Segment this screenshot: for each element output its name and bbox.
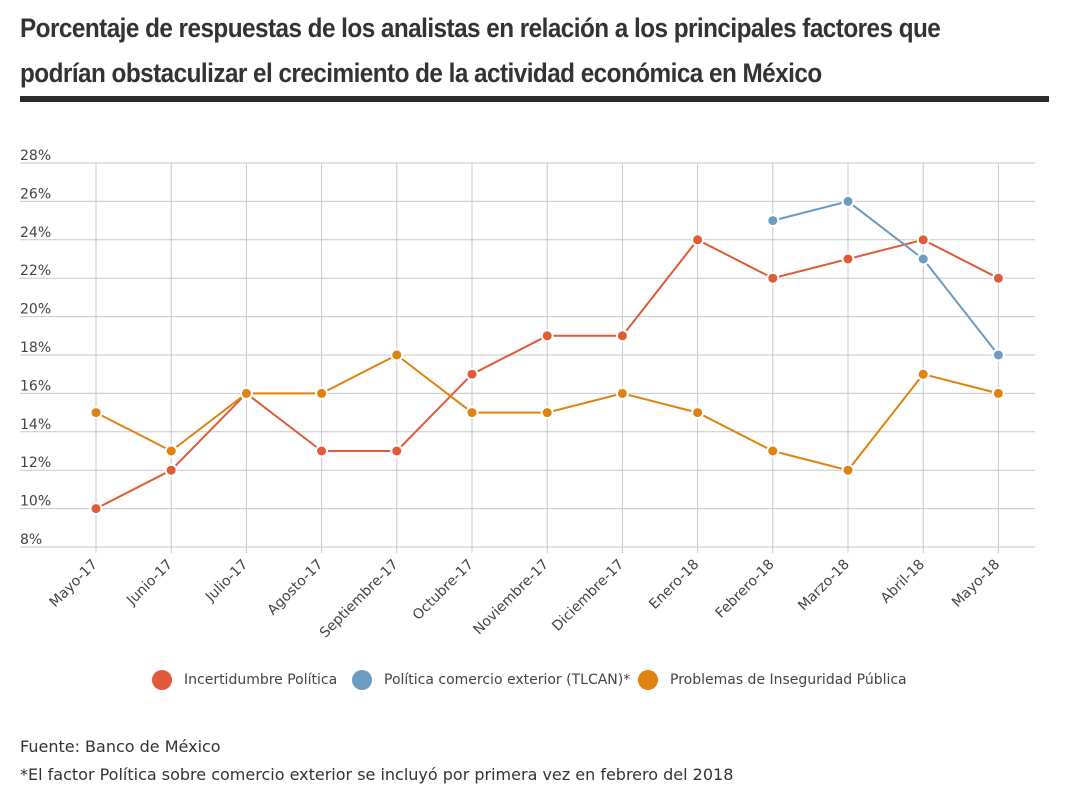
x-tick-label: Marzo-18 [795, 557, 853, 615]
y-tick-label: 26% [20, 186, 51, 202]
data-point [916, 252, 930, 266]
x-tick-label: Octubre-17 [410, 557, 477, 624]
x-tick-label: Mayo-18 [949, 557, 1003, 611]
legend-item-incertidumbre[interactable]: Incertidumbre Política [152, 670, 337, 690]
legend-swatch [152, 670, 172, 690]
y-tick-label: 18% [20, 340, 51, 356]
x-axis: Mayo-17 Junio-17 Julio-17 Agosto-17Septiemb… [47, 557, 1004, 642]
y-tick-label: 14% [20, 417, 51, 433]
data-point [991, 348, 1005, 362]
data-point [390, 348, 404, 362]
legend-item-tlcan[interactable]: Política comercio exterior (TLCAN)* [352, 670, 630, 690]
data-point [239, 386, 253, 400]
x-tick-label: Septiembre-17 [317, 557, 402, 642]
y-tick-label: 20% [20, 302, 51, 318]
data-point [766, 271, 780, 285]
x-tick-label: Abril-18 [878, 557, 928, 607]
data-point [766, 444, 780, 458]
title-divider [20, 96, 1049, 102]
data-point [465, 406, 479, 420]
data-point [691, 406, 705, 420]
line-chart: 8% 10% 12% 14% 16% 18% 20% 22% 24% 26% 28% Mayo-17… [20, 148, 1035, 642]
data-point [841, 252, 855, 266]
legend-label: Política comercio exterior (TLCAN)* [384, 672, 631, 688]
y-tick-label: 24% [20, 225, 51, 241]
chart-series [89, 194, 1005, 516]
data-point [89, 406, 103, 420]
data-point [540, 329, 554, 343]
data-point [89, 502, 103, 516]
legend-swatch [638, 670, 658, 690]
data-point [164, 463, 178, 477]
data-point [390, 444, 404, 458]
legend-label: Incertidumbre Política [184, 672, 338, 688]
data-point [841, 194, 855, 208]
data-point [315, 444, 329, 458]
data-point [916, 367, 930, 381]
y-tick-label: 8% [20, 532, 42, 548]
y-tick-label: 12% [20, 455, 51, 471]
source-note: Fuente: Banco de México [20, 737, 221, 756]
data-point [991, 386, 1005, 400]
data-point [164, 444, 178, 458]
series-1 [766, 194, 1005, 362]
chart-grid [20, 162, 1035, 553]
y-axis: 8% 10% 12% 14% 16% 18% 20% 22% 24% 26% 28% [20, 148, 51, 548]
x-tick-label: Noviembre-17 [471, 557, 553, 639]
x-tick-label: Agosto-17 [265, 557, 327, 619]
y-tick-label: 16% [20, 378, 51, 394]
data-point [691, 233, 705, 247]
y-tick-label: 28% [20, 148, 51, 164]
chart-legend: Incertidumbre Política Política comercio… [0, 670, 1073, 696]
x-tick-label: Diciembre-17 [549, 557, 627, 635]
data-point [991, 271, 1005, 285]
x-tick-label: Mayo-17 [47, 557, 101, 611]
y-tick-label: 10% [20, 494, 51, 510]
data-point [615, 386, 629, 400]
data-point [465, 367, 479, 381]
data-point [916, 233, 930, 247]
data-point [841, 463, 855, 477]
x-tick-label: Julio-17 [202, 557, 251, 606]
data-point [315, 386, 329, 400]
y-tick-label: 22% [20, 263, 51, 279]
data-point [615, 329, 629, 343]
data-point [540, 406, 554, 420]
series-2 [89, 348, 1005, 477]
x-tick-label: Febrero-18 [713, 557, 778, 622]
chart-title: Porcentaje de respuestas de los analista… [20, 13, 941, 88]
legend-swatch [352, 670, 372, 690]
legend-label: Problemas de Inseguridad Pública [670, 672, 907, 688]
x-tick-label: Junio-17 [123, 557, 176, 610]
x-tick-label: Enero-18 [646, 557, 702, 613]
footnote: *El factor Política sobre comercio exter… [20, 765, 734, 784]
data-point [766, 214, 780, 228]
series-line [772, 200, 1000, 356]
legend-item-inseguridad[interactable]: Problemas de Inseguridad Pública [638, 670, 907, 690]
